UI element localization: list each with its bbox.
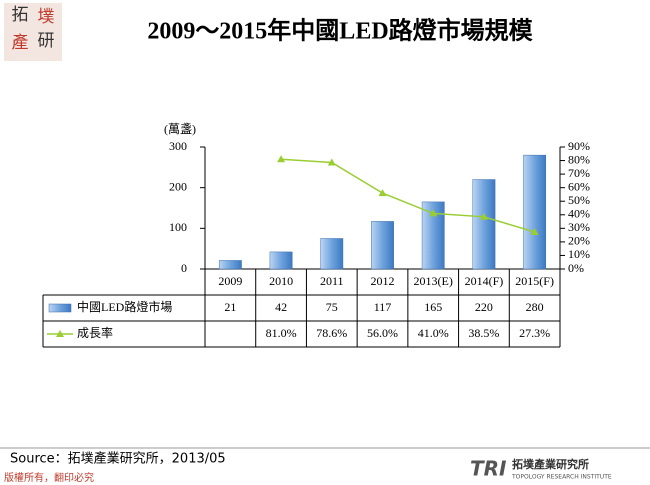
marker (530, 227, 539, 235)
x-tick-label: 2010 (269, 274, 293, 288)
x-tick-label: 2009 (218, 274, 242, 288)
y-tick-label: 100 (169, 220, 187, 234)
table-value: 78.6% (316, 326, 347, 340)
brand-mark: TRI (470, 457, 507, 481)
table-value: 75 (326, 300, 338, 314)
marker (479, 212, 488, 220)
x-tick-label: 2012 (371, 274, 395, 288)
marker (327, 158, 336, 166)
copyright: 版權所有，翻印必究 (4, 471, 94, 484)
bar (421, 201, 445, 270)
source: Source：拓墣產業研究所，2013/05 (10, 451, 226, 467)
table-value: 220 (475, 300, 493, 314)
legend-label: 成長率 (77, 325, 113, 340)
bar (472, 179, 496, 270)
bar (218, 260, 242, 270)
bar (371, 221, 394, 270)
y-tick-label: 300 (169, 139, 187, 153)
legend-label: 中國LED路燈市場 (77, 299, 172, 314)
x-tick-label: 2014(F) (465, 274, 504, 288)
bar (523, 154, 547, 270)
y2-tick-label: 30% (568, 220, 590, 234)
y2-tick-label: 20% (568, 234, 590, 248)
y2-tick-label: 0% (568, 261, 584, 275)
table-value: 21 (224, 300, 236, 314)
logo-char: 墣 (38, 7, 55, 26)
bar (269, 251, 293, 270)
legend-icon (48, 303, 72, 313)
y2-tick-label: 50% (568, 193, 590, 207)
x-tick-label: 2015(F) (515, 274, 554, 288)
line (281, 158, 535, 233)
y2-tick-label: 60% (568, 179, 590, 193)
logo-box (4, 3, 62, 61)
marker (277, 155, 286, 163)
marker (378, 189, 387, 197)
table-value: 41.0% (418, 326, 449, 340)
y2-tick-label: 10% (568, 247, 590, 261)
y2-tick-label: 90% (568, 139, 590, 153)
brand-english: TOPOLOGY RESEARCH INSTITUTE (511, 474, 612, 481)
y2-tick-label: 80% (568, 152, 590, 166)
y-tick-label: 200 (169, 179, 187, 193)
logo-char: 拓 (12, 5, 29, 24)
y2-tick-label: 70% (568, 166, 590, 180)
x-tick-label: 2011 (320, 274, 344, 288)
chart-title: 2009～2015年中國LED路燈市場規模 (147, 17, 533, 45)
table-value: 165 (424, 300, 442, 314)
table-value: 280 (526, 300, 544, 314)
table-value: 38.5% (468, 326, 499, 340)
table-value: 81.0% (266, 326, 297, 340)
table-value: 42 (275, 300, 287, 314)
y-tick-label: 0 (181, 261, 187, 275)
legend-icon (56, 330, 64, 337)
logo-char: 研 (38, 31, 55, 50)
logo-char: 產 (12, 33, 29, 52)
table-value: 117 (374, 300, 392, 314)
bar (320, 238, 344, 270)
brand-name: 拓墣產業研究所 (512, 457, 589, 471)
marker (429, 209, 438, 217)
y-unit: (萬盞) (164, 121, 196, 136)
y2-tick-label: 40% (568, 207, 590, 221)
x-tick-label: 2013(E) (414, 274, 453, 288)
table-value: 27.3% (519, 326, 550, 340)
table-value: 56.0% (367, 326, 398, 340)
